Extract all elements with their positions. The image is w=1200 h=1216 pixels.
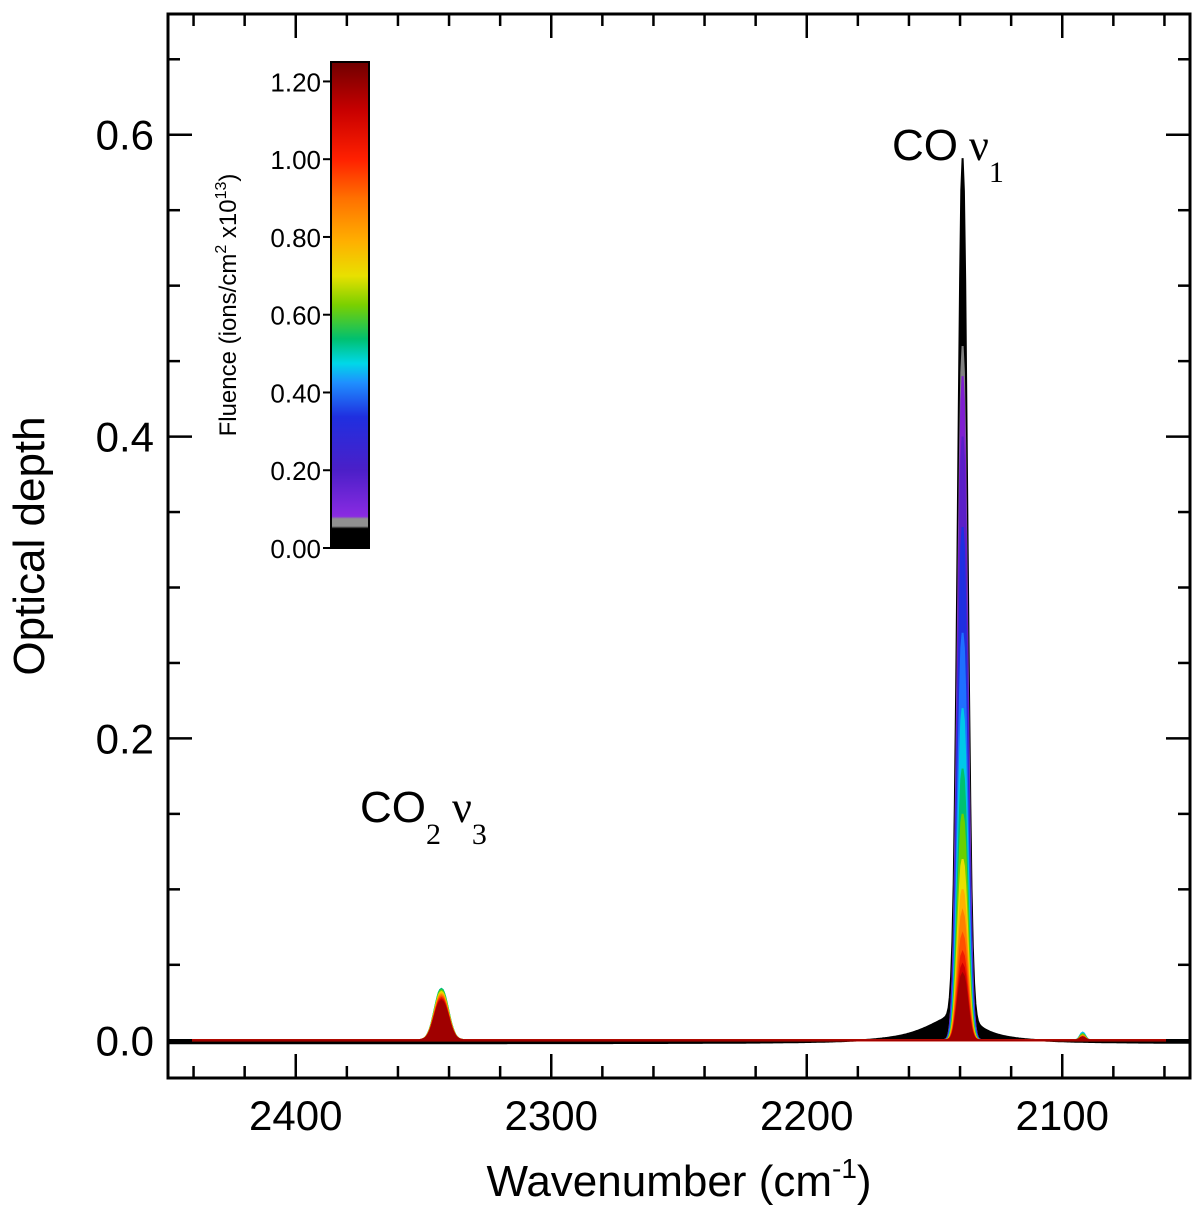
y-tick-label: 0.4 bbox=[96, 414, 154, 461]
colorbar: 1.20 1.00 0.80 0.60 0.40 0.20 0.00 Fluence (ion… bbox=[213, 61, 370, 564]
axes-layer: 2400 2300 2200 2100 0.0 0.2 0.4 0.6 Wavenumber (… bbox=[5, 12, 1192, 1206]
series-layer bbox=[167, 158, 1191, 1045]
y-axis-title: Optical depth bbox=[5, 416, 54, 675]
annotations: CO2 ν3 CO ν1 bbox=[360, 121, 1004, 851]
series-line-fluence-0.72 bbox=[168, 889, 1190, 1042]
series-line-fluence-0.04 bbox=[168, 345, 1190, 1042]
series-line-fluence-0.24 bbox=[168, 527, 1190, 1042]
colorbar-bar bbox=[330, 61, 370, 549]
series-line-fluence-0.9 bbox=[168, 931, 1190, 1042]
series-line-fluence-0.08 bbox=[168, 376, 1190, 1042]
x-axis-title: Wavenumber (cm-1) bbox=[486, 1153, 871, 1206]
plot-frame bbox=[166, 12, 1192, 1080]
y-tick-label: 0.6 bbox=[96, 112, 154, 159]
annotation-co-nu1: CO ν1 bbox=[892, 121, 1004, 189]
x-tick-label: 2200 bbox=[760, 1092, 853, 1139]
colorbar-tick-label: 0.60 bbox=[270, 301, 321, 331]
series-line-fluence-0.32 bbox=[168, 632, 1190, 1042]
series-line-fluence-0.8 bbox=[168, 908, 1190, 1042]
series-line-fluence-0.56 bbox=[168, 813, 1190, 1042]
colorbar-tick-label: 0.20 bbox=[270, 456, 321, 486]
x-tick-label: 2100 bbox=[1016, 1092, 1109, 1139]
colorbar-tick-label: 0.80 bbox=[270, 223, 321, 253]
y-tick-label: 0.2 bbox=[96, 715, 154, 762]
y-tick-label: 0.0 bbox=[96, 1017, 154, 1064]
series-line-fluence-1.2 bbox=[168, 971, 1190, 1042]
colorbar-title: Fluence (ions/cm2 x1013) bbox=[213, 174, 242, 437]
colorbar-tick-label: 0.40 bbox=[270, 378, 321, 408]
x-tick-label: 2300 bbox=[505, 1092, 598, 1139]
x-tick-label: 2400 bbox=[249, 1092, 342, 1139]
series-line-fluence-1 bbox=[168, 949, 1190, 1042]
series-line-fluence-1.1 bbox=[168, 962, 1190, 1042]
series-line-fluence-0.16 bbox=[168, 436, 1190, 1042]
annotation-co2-nu3: CO2 ν3 bbox=[360, 783, 487, 851]
series-line-fluence-0 bbox=[167, 158, 1191, 1045]
colorbar-tick-label: 1.20 bbox=[270, 67, 321, 97]
series-line-fluence-0.4 bbox=[168, 708, 1190, 1042]
series-line-fluence-0.48 bbox=[168, 768, 1190, 1042]
series-line-fluence-0.64 bbox=[168, 859, 1190, 1042]
colorbar-tick-label: 1.00 bbox=[270, 145, 321, 175]
colorbar-tick-label: 0.00 bbox=[270, 534, 321, 564]
